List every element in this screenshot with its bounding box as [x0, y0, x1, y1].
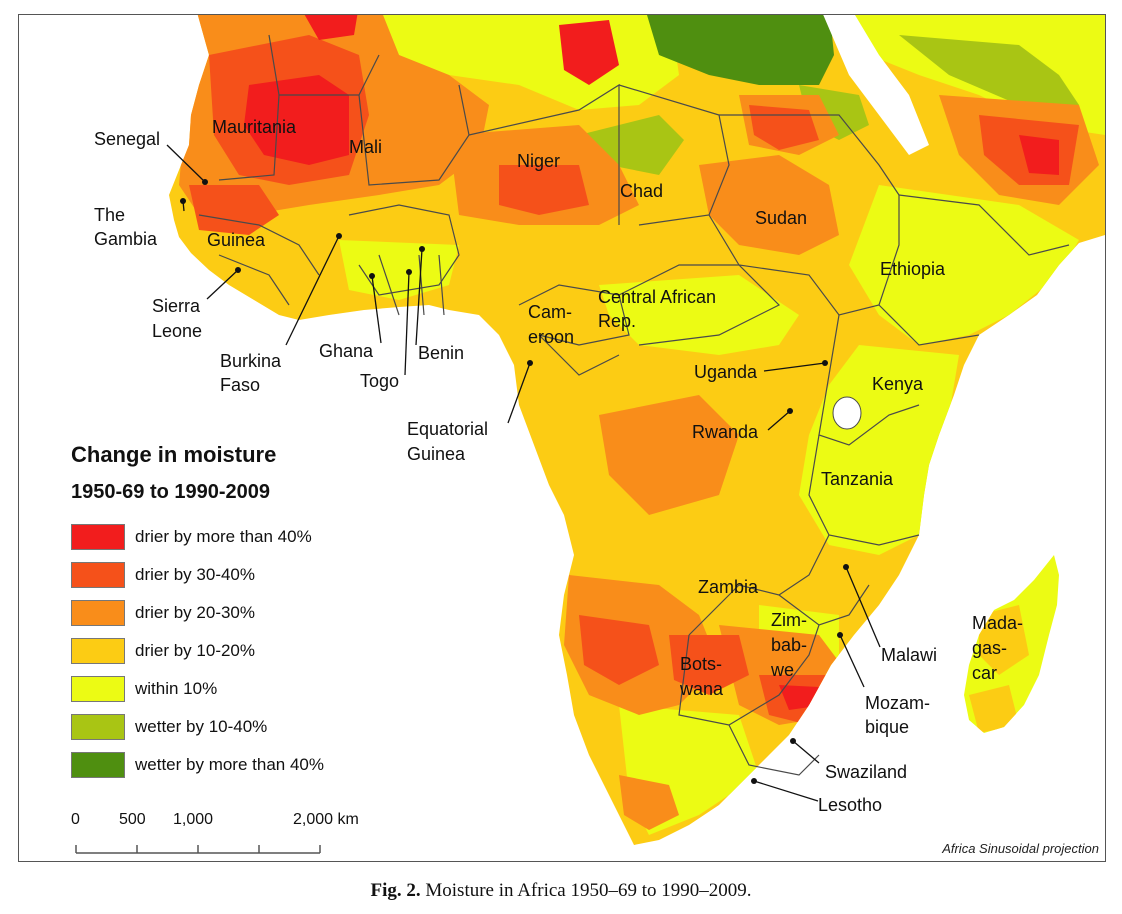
legend-label: drier by 30-40%: [135, 565, 256, 584]
label-zambia: Zambia: [698, 577, 759, 597]
legend-item: drier by 20-30%: [71, 599, 255, 627]
label-togo: Togo: [360, 371, 399, 391]
label-chad: Chad: [620, 181, 663, 201]
map-frame: Senegal The Gambia Mauritania Mali Niger…: [18, 14, 1106, 862]
label-ethiopia: Ethiopia: [880, 259, 946, 279]
legend-label: drier by more than 40%: [135, 527, 312, 546]
legend-label: drier by 10-20%: [135, 641, 256, 660]
legend-item: drier by 10-20%: [71, 637, 255, 665]
label-madagascar-3: car: [972, 663, 997, 683]
label-equatorial-guinea-1: Equatorial: [407, 419, 488, 439]
label-uganda: Uganda: [694, 362, 758, 382]
legend-title: Change in moisture: [71, 442, 277, 467]
label-malawi: Malawi: [881, 645, 937, 665]
label-rwanda: Rwanda: [692, 422, 759, 442]
legend-label: drier by 20-30%: [135, 603, 256, 622]
label-mozambique-1: Mozam-: [865, 693, 930, 713]
label-cameroon-1: Cam-: [528, 302, 572, 322]
legend-swatch: [71, 714, 125, 740]
label-the-gambia-2: Gambia: [94, 229, 158, 249]
label-zimbabwe-3: we: [770, 660, 794, 680]
red-sea: [823, 15, 929, 155]
label-sudan: Sudan: [755, 208, 807, 228]
legend: Change in moisture 1950-69 to 1990-2009 …: [71, 439, 324, 778]
scale-label: 500: [119, 811, 146, 828]
country-borders: [198, 34, 1070, 776]
legend-swatch: [71, 676, 125, 702]
legend-swatch: [71, 524, 125, 550]
legend-subtitle: 1950-69 to 1990-2009: [71, 481, 271, 503]
label-equatorial-guinea-2: Guinea: [407, 444, 466, 464]
label-sierra-leone-1: Sierra: [152, 296, 201, 316]
legend-item: wetter by more than 40%: [71, 751, 324, 779]
label-lesotho: Lesotho: [818, 795, 882, 815]
legend-item: wetter by 10-40%: [71, 713, 267, 741]
legend-swatch: [71, 562, 125, 588]
legend-label: within 10%: [135, 679, 218, 698]
leader-dots: [180, 179, 849, 784]
label-kenya: Kenya: [872, 374, 924, 394]
label-zimbabwe-2: bab-: [771, 635, 807, 655]
projection-note: Africa Sinusoidal projection: [942, 841, 1099, 856]
label-swaziland: Swaziland: [825, 762, 907, 782]
label-madagascar-1: Mada-: [972, 613, 1023, 633]
label-senegal: Senegal: [94, 129, 160, 149]
label-mauritania: Mauritania: [212, 117, 297, 137]
label-niger: Niger: [517, 151, 560, 171]
label-benin: Benin: [418, 343, 464, 363]
label-ghana: Ghana: [319, 341, 374, 361]
label-mozambique-2: bique: [865, 717, 909, 737]
label-cameroon-2: eroon: [528, 327, 574, 347]
africa-moisture-map: Senegal The Gambia Mauritania Mali Niger…: [94, 15, 1105, 845]
label-the-gambia-1: The: [94, 205, 125, 225]
scale-label: 2,000 km: [293, 811, 359, 828]
scale-label: 1,000: [173, 811, 214, 828]
label-botswana-1: Bots-: [680, 654, 722, 674]
caption-prefix: Fig. 2.: [370, 880, 421, 901]
label-guinea: Guinea: [207, 230, 266, 250]
label-zimbabwe-1: Zim-: [771, 610, 807, 630]
label-sierra-leone-2: Leone: [152, 321, 202, 341]
legend-item: within 10%: [71, 675, 217, 703]
legend-label: wetter by 10-40%: [135, 717, 268, 736]
scale-label: 0: [71, 811, 80, 828]
scale-bar: 0 500 1,000 2,000 km: [71, 811, 391, 861]
legend-item: drier by 30-40%: [71, 561, 255, 589]
legend-swatch: [71, 638, 125, 664]
caption-text: Moisture in Africa 1950–69 to 1990–2009.: [425, 880, 752, 901]
country-labels: Senegal The Gambia Mauritania Mali Niger…: [94, 117, 1023, 815]
leader-lines: [166, 144, 881, 802]
legend-swatch: [71, 600, 125, 626]
legend-swatch: [71, 752, 125, 778]
label-madagascar-2: gas-: [972, 638, 1007, 658]
legend-item: drier by more than 40%: [71, 523, 312, 551]
label-burkina-faso-2: Faso: [220, 375, 260, 395]
label-central-african-rep-2: Rep.: [598, 311, 636, 331]
lake-victoria: [832, 396, 862, 430]
label-tanzania: Tanzania: [821, 469, 894, 489]
scale-bar-graphic: [75, 845, 321, 854]
label-mali: Mali: [349, 137, 382, 157]
label-botswana-2: wana: [679, 679, 724, 699]
label-burkina-faso-1: Burkina: [220, 351, 282, 371]
label-central-african-rep-1: Central African: [598, 287, 716, 307]
legend-label: wetter by more than 40%: [135, 755, 324, 774]
figure-caption: Fig. 2. Moisture in Africa 1950–69 to 19…: [0, 880, 1122, 902]
